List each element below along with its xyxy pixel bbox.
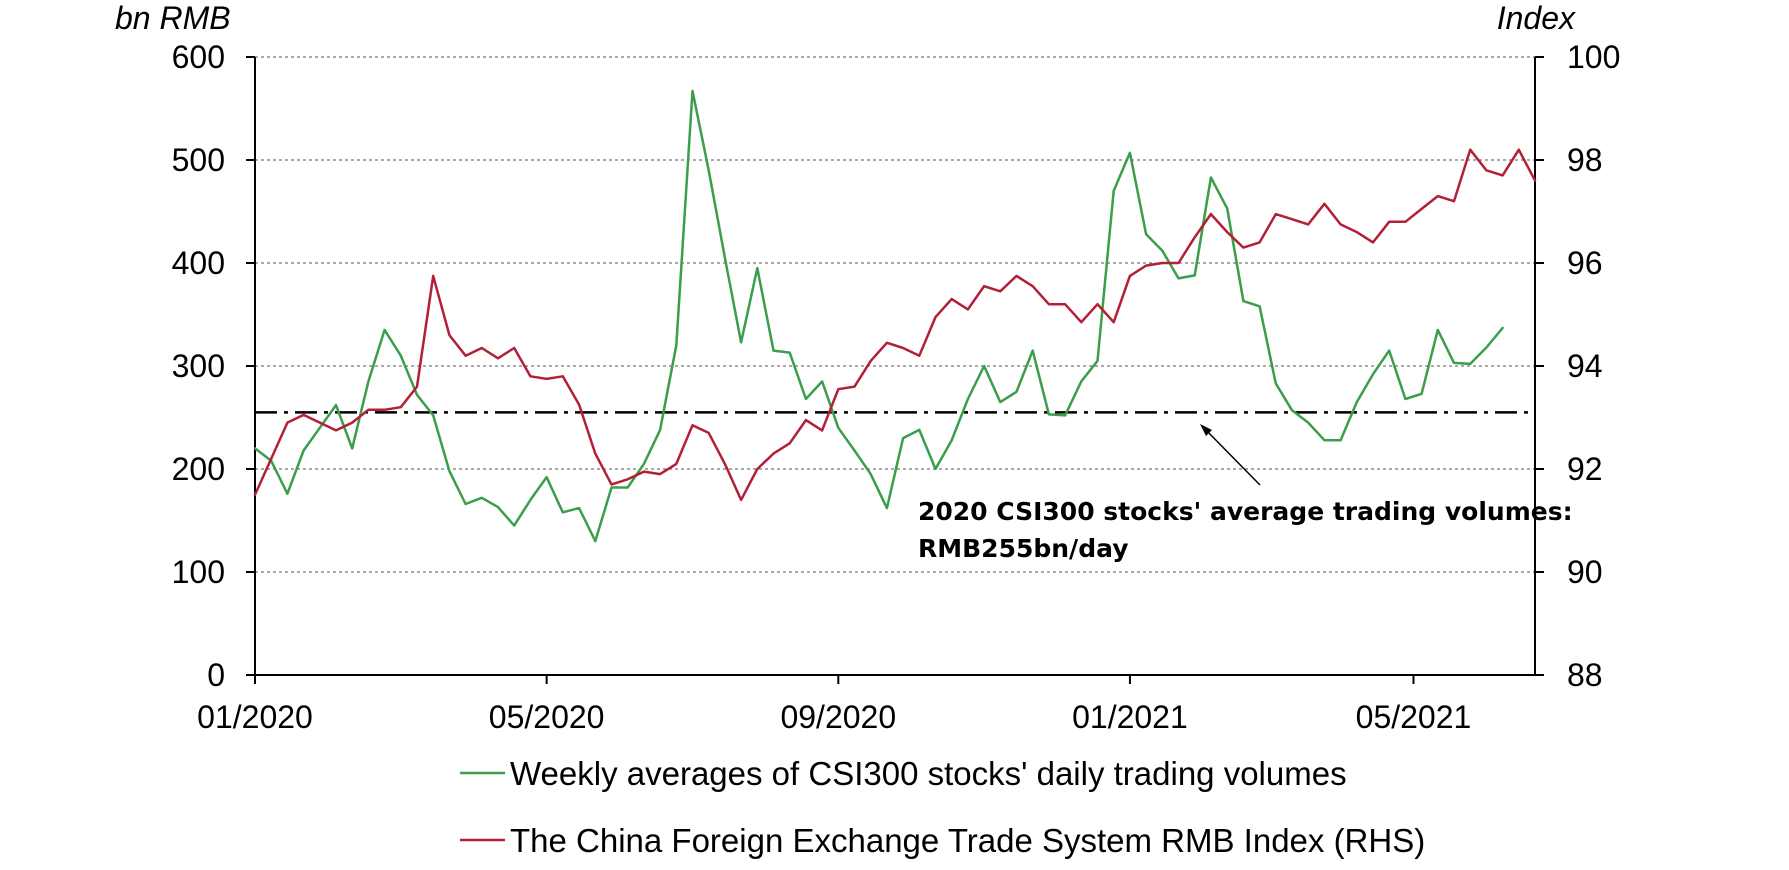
x-tick-label: 01/2020 — [197, 699, 313, 735]
legend-label-volumes: Weekly averages of CSI300 stocks' daily … — [510, 755, 1347, 792]
tick-labels: 0 100 200 300 400 500 600 88 90 92 94 96 98 100 01/202… — [172, 39, 1621, 735]
y-right-tick-label: 100 — [1567, 39, 1620, 75]
left-axis-title: bn RMB — [115, 0, 231, 36]
legend-label-rmb-index: The China Foreign Exchange Trade System … — [510, 822, 1425, 859]
right-axis-title: Index — [1497, 0, 1576, 36]
grid-lines — [255, 56, 1535, 573]
y-right-tick-label: 94 — [1567, 348, 1603, 384]
y-left-tick-label: 100 — [172, 554, 225, 590]
x-tick-label: 05/2020 — [489, 699, 605, 735]
y-left-tick-label: 0 — [207, 657, 225, 693]
y-left-tick-label: 600 — [172, 39, 225, 75]
series-line-volumes — [253, 89, 1504, 543]
x-tick-label: 05/2021 — [1356, 699, 1472, 735]
legend-entry-volumes: Weekly averages of CSI300 stocks' daily … — [460, 755, 1347, 792]
annotation-arrow-head — [1200, 424, 1212, 436]
y-right-tick-label: 92 — [1567, 451, 1603, 487]
y-right-tick-label: 98 — [1567, 142, 1603, 178]
series-lines — [253, 89, 1537, 543]
reference-label-line2: RMB255bn/day — [918, 534, 1129, 563]
annotation: 2020 CSI300 stocks' average trading volu… — [918, 424, 1573, 563]
x-tick-label: 01/2021 — [1072, 699, 1188, 735]
y-right-tick-label: 96 — [1567, 245, 1603, 281]
series-line-rmb-index — [253, 148, 1537, 502]
annotation-arrow-shaft — [1201, 425, 1261, 486]
y-right-tick-label: 88 — [1567, 657, 1603, 693]
y-left-tick-label: 200 — [172, 451, 225, 487]
y-left-tick-label: 500 — [172, 142, 225, 178]
legend: Weekly averages of CSI300 stocks' daily … — [460, 755, 1425, 859]
y-right-tick-label: 90 — [1567, 554, 1603, 590]
y-left-tick-label: 300 — [172, 348, 225, 384]
y-left-tick-label: 400 — [172, 245, 225, 281]
legend-entry-rmb-index: The China Foreign Exchange Trade System … — [460, 822, 1425, 859]
reference-label-line1: 2020 CSI300 stocks' average trading volu… — [918, 497, 1573, 526]
x-tick-label: 09/2020 — [780, 699, 896, 735]
